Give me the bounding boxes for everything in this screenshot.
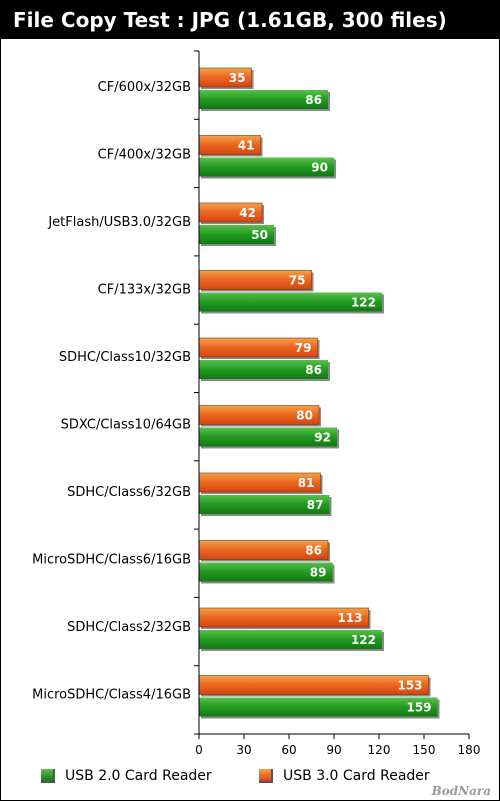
category-label: SDHC/Class10/32GB [59, 350, 191, 365]
bar-value-label: 81 [298, 476, 315, 490]
legend-item-usb3: USB 3.0 Card Reader [259, 765, 430, 787]
legend-label-usb2: USB 2.0 Card Reader [65, 768, 212, 784]
bar-value-label: 42 [239, 206, 256, 220]
bar-value-label: 41 [238, 139, 255, 153]
category-label: CF/600x/32GB [98, 80, 191, 95]
category-label: MicroSDHC/Class6/16GB [32, 553, 191, 568]
x-tick-label: 150 [413, 743, 436, 757]
bar-value-label: 113 [337, 611, 362, 625]
bar-value-label: 122 [351, 296, 376, 310]
bar-value-label: 86 [305, 363, 322, 377]
bar-value-label: 86 [305, 93, 322, 107]
x-tick-label: 30 [236, 743, 251, 757]
bar-usb3 [198, 675, 429, 695]
bar-usb2 [199, 697, 438, 717]
legend-item-usb2: USB 2.0 Card Reader [41, 765, 212, 787]
bar-value-label: 35 [229, 71, 246, 85]
bar-value-label: 90 [311, 161, 328, 175]
bar-value-label: 153 [397, 679, 422, 693]
bar-value-label: 79 [295, 341, 312, 355]
bar-usb2 [199, 292, 382, 312]
category-label: SDHC/Class2/32GB [67, 620, 191, 635]
chart-legend: USB 2.0 Card Reader USB 3.0 Card Reader [1, 765, 499, 787]
bar-value-label: 159 [406, 701, 431, 715]
legend-swatch-usb2 [41, 769, 55, 783]
bar-usb2 [199, 495, 330, 514]
bar-usb2 [199, 225, 274, 244]
x-tick-label: 0 [195, 743, 203, 757]
bar-usb2 [199, 562, 333, 582]
bar-chart: CF/600x/32GB 35 86 CF/400x/32GB 41 90 JetFlash… [32, 50, 481, 757]
category-label: CF/133x/32GB [98, 283, 191, 298]
chart-title: File Copy Test : JPG (1.61GB, 300 files) [1, 1, 499, 39]
bar-usb2 [199, 157, 334, 177]
category-label: JetFlash/USB3.0/32GB [47, 215, 191, 230]
bar-usb2 [199, 427, 337, 447]
x-tick-label: 180 [458, 743, 481, 757]
bar-usb2 [199, 360, 328, 379]
bar-value-label: 75 [289, 274, 306, 288]
category-label: SDXC/Class10/64GB [61, 418, 191, 433]
bar-value-label: 87 [307, 498, 324, 512]
bar-value-label: 86 [305, 544, 322, 558]
category-label: SDHC/Class6/32GB [67, 485, 191, 500]
watermark-logo: BodNara [431, 784, 491, 798]
category-label: CF/400x/32GB [98, 148, 191, 163]
bar-value-label: 80 [296, 409, 313, 423]
bar-value-label: 50 [251, 228, 268, 242]
x-tick-label: 60 [281, 743, 296, 757]
x-tick-label: 90 [326, 743, 341, 757]
bar-value-label: 92 [314, 431, 331, 445]
bar-usb2 [199, 90, 328, 109]
category-label: MicroSDHC/Class4/16GB [32, 688, 191, 703]
legend-label-usb3: USB 3.0 Card Reader [283, 768, 430, 784]
legend-swatch-usb3 [259, 769, 273, 783]
bar-value-label: 89 [310, 566, 327, 580]
x-tick-label: 120 [368, 743, 391, 757]
bar-value-label: 122 [351, 633, 376, 647]
bar-usb2 [199, 630, 382, 649]
